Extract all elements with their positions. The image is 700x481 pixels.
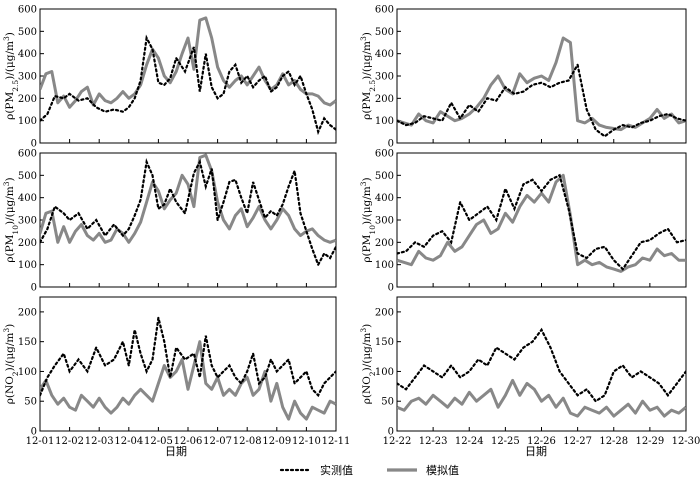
y-tick-label: 100 <box>18 367 37 378</box>
series-line-simulated <box>40 340 336 421</box>
y-tick-label: 600 <box>18 5 37 16</box>
series-line-measured <box>397 61 686 138</box>
legend: 实测值 模拟值 <box>279 463 459 477</box>
y-tick-label: 50 <box>381 397 394 408</box>
x-tick-label: 12-29 <box>635 436 664 447</box>
y-tick-label: 50 <box>24 397 37 408</box>
x-tick-label: 12-07 <box>203 436 232 447</box>
x-tick-label: 12-03 <box>85 436 114 447</box>
y-tick-label: 400 <box>18 49 37 60</box>
x-tick-label: 12-09 <box>262 436 291 447</box>
y-tick-label: 500 <box>18 171 37 182</box>
y-tick-label: 200 <box>18 94 37 105</box>
y-axis-label: ρ(PM10)/(μg/m3) <box>359 177 377 262</box>
series-line-simulated <box>397 173 686 273</box>
panel-1-0: 0 100 200 300 400 500 600 ρ(PM2.5)/(μg/m3) <box>359 5 687 150</box>
y-tick-label: 200 <box>375 307 394 318</box>
series-line-measured <box>397 327 686 403</box>
y-tick-label: 100 <box>18 116 37 127</box>
x-tick-label: 12-26 <box>527 436 556 447</box>
x-tick-label: 12-27 <box>563 436 592 447</box>
y-tick-label: 0 <box>31 139 37 150</box>
x-tick-label: 12-01 <box>26 436 55 447</box>
y-tick-label: 300 <box>18 216 37 227</box>
legend-label-measured: 实测值 <box>320 463 353 477</box>
panel-0-0: 0 100 200 300 400 500 600 ρ(PM2.5)/(μg/m3) <box>2 5 337 150</box>
x-tick-label: 12-11 <box>322 436 351 447</box>
panel-0-1: 0 100 200 300 400 500 600 ρ(PM10)/(μg/m3) <box>2 149 337 294</box>
y-tick-label: 300 <box>375 216 394 227</box>
y-axis-label: ρ(PM2.5)/(μg/m3) <box>2 32 20 120</box>
x-tick-label: 12-04 <box>114 436 143 447</box>
y-tick-label: 0 <box>388 283 394 294</box>
series-line-measured <box>40 34 336 136</box>
x-axis-label-right: 日期 <box>525 445 547 458</box>
x-axis-label-left: 日期 <box>165 445 187 458</box>
y-tick-label: 500 <box>18 27 37 38</box>
x-tick-label: 12-10 <box>292 436 321 447</box>
y-tick-label: 600 <box>375 149 394 160</box>
x-tick-label: 12-24 <box>455 436 484 447</box>
series-line-measured <box>397 173 686 271</box>
y-tick-label: 100 <box>375 367 394 378</box>
y-tick-label: 200 <box>375 238 394 249</box>
y-tick-label: 100 <box>18 260 37 271</box>
y-tick-label: 400 <box>18 193 37 204</box>
y-tick-label: 0 <box>388 427 394 438</box>
x-tick-label: 12-08 <box>233 436 262 447</box>
y-tick-label: 0 <box>388 139 394 150</box>
y-tick-label: 100 <box>375 116 394 127</box>
series-line-simulated <box>397 378 686 418</box>
x-tick-label: 12-05 <box>144 436 173 447</box>
x-tick-label: 12-06 <box>174 436 203 447</box>
legend-label-simulated: 模拟值 <box>426 463 459 477</box>
x-tick-label: 12-25 <box>491 436 520 447</box>
y-tick-label: 200 <box>375 94 394 105</box>
panel-1-1: 0 100 200 300 400 500 600 ρ(PM10)/(μg/m3) <box>359 149 687 294</box>
y-tick-label: 500 <box>375 171 394 182</box>
panel-1-2: 0 50 100 150 200 12-22 12-23 12-24 12-25 12-26 12-… <box>359 296 700 447</box>
x-tick-label: 12-02 <box>55 436 84 447</box>
plot-frame <box>396 296 687 432</box>
series-line-measured <box>40 317 336 398</box>
x-tick-label: 12-30 <box>672 436 700 447</box>
series-line-simulated <box>40 153 336 244</box>
y-tick-label: 400 <box>375 193 394 204</box>
y-tick-label: 100 <box>375 260 394 271</box>
y-tick-label: 200 <box>18 307 37 318</box>
x-tick-label: 12-23 <box>419 436 448 447</box>
series-line-measured <box>40 158 336 268</box>
y-tick-label: 300 <box>18 72 37 83</box>
y-tick-label: 200 <box>18 238 37 249</box>
y-tick-label: 150 <box>375 337 394 348</box>
y-tick-label: 400 <box>375 49 394 60</box>
y-tick-label: 600 <box>375 5 394 16</box>
y-axis-label: ρ(PM10)/(μg/m3) <box>2 177 20 262</box>
plot-frame <box>396 152 687 288</box>
x-tick-label: 12-22 <box>383 436 412 447</box>
y-axis-label: ρ(NO2)/(μg/m3) <box>2 324 20 405</box>
y-axis-label: ρ(PM2.5)/(μg/m3) <box>359 32 377 120</box>
series-line-simulated <box>40 16 336 109</box>
chart-panels: 0100200300400500600ρ(PM2.5)/(μg/m3)01002… <box>2 5 700 448</box>
y-tick-label: 0 <box>31 283 37 294</box>
y-tick-label: 600 <box>18 149 37 160</box>
x-tick-label: 12-28 <box>599 436 628 447</box>
y-tick-label: 0 <box>31 427 37 438</box>
y-tick-label: 500 <box>375 27 394 38</box>
y-axis-label: ρ(NO2)/(μg/m3) <box>359 324 377 405</box>
y-tick-label: 150 <box>18 337 37 348</box>
y-tick-label: 300 <box>375 72 394 83</box>
